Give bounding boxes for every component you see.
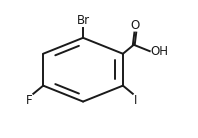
Text: OH: OH: [150, 45, 168, 58]
Text: I: I: [134, 94, 137, 107]
Text: O: O: [131, 19, 140, 32]
Text: Br: Br: [76, 14, 90, 27]
Text: F: F: [26, 94, 32, 107]
